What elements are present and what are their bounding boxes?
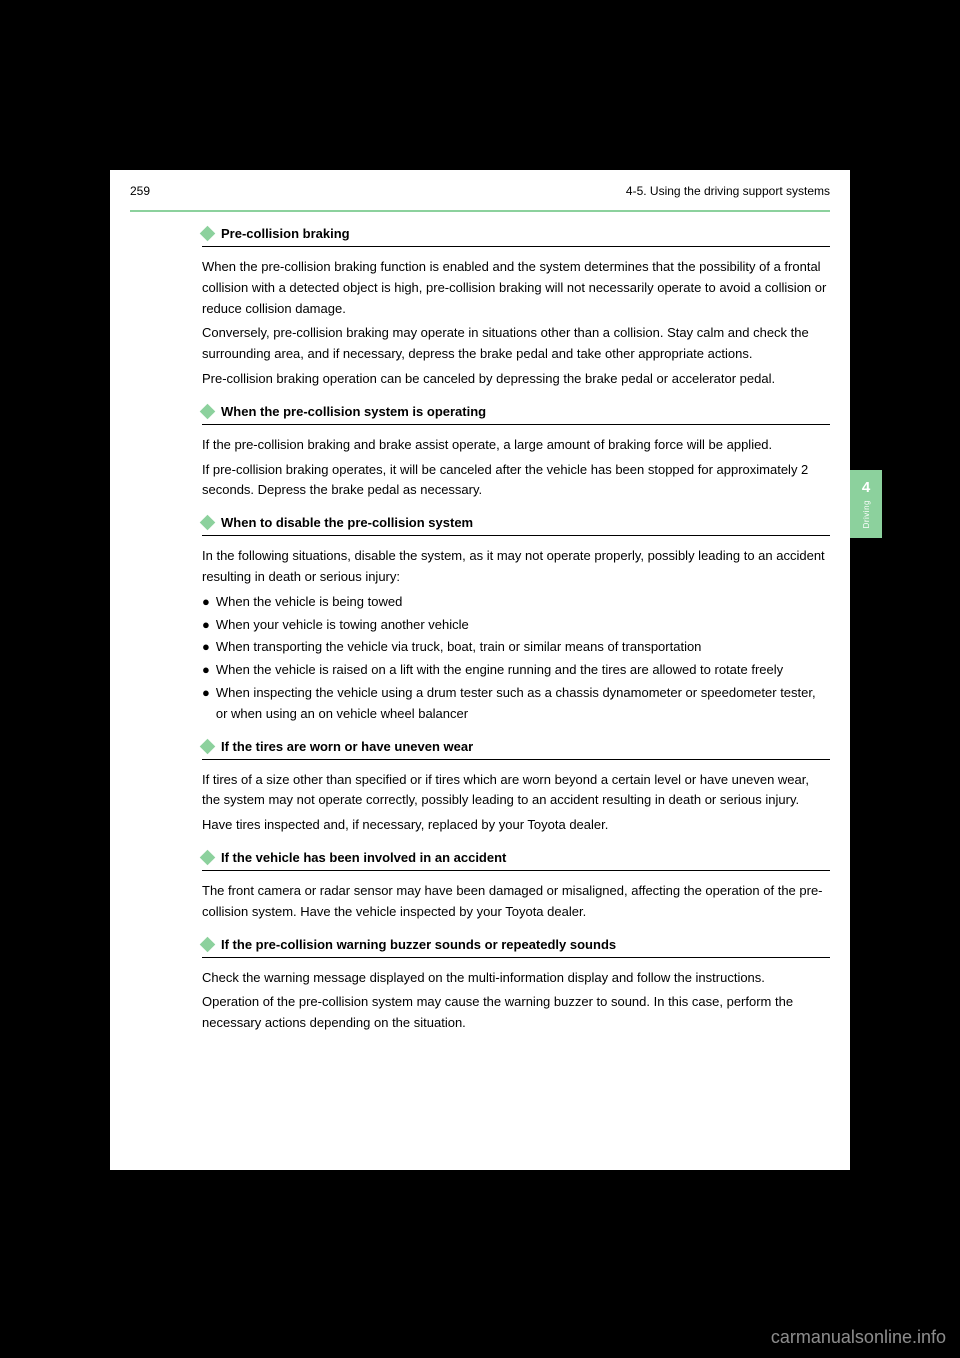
- section-body: If the pre-collision braking and brake a…: [202, 435, 830, 501]
- section-title: If the vehicle has been involved in an a…: [221, 850, 506, 865]
- section-heading: When to disable the pre-collision system: [202, 515, 830, 536]
- section: If the tires are worn or have uneven wea…: [130, 739, 830, 836]
- section-title: If the pre-collision warning buzzer soun…: [221, 937, 616, 952]
- watermark: carmanualsonline.info: [771, 1327, 946, 1348]
- paragraph: If the pre-collision braking and brake a…: [202, 435, 830, 456]
- paragraph: Have tires inspected and, if necessary, …: [202, 815, 830, 836]
- section-body: In the following situations, disable the…: [202, 546, 830, 724]
- section-body: Check the warning message displayed on t…: [202, 968, 830, 1034]
- section-heading: If the pre-collision warning buzzer soun…: [202, 937, 830, 958]
- page-header: 259 4-5. Using the driving support syste…: [130, 170, 830, 212]
- bullet-text: When inspecting the vehicle using a drum…: [216, 683, 830, 725]
- section-heading: If the tires are worn or have uneven wea…: [202, 739, 830, 760]
- paragraph: When the pre-collision braking function …: [202, 257, 830, 319]
- paragraph: If tires of a size other than specified …: [202, 770, 830, 812]
- paragraph: Pre-collision braking operation can be c…: [202, 369, 830, 390]
- paragraph: Operation of the pre-collision system ma…: [202, 992, 830, 1034]
- bullet-item: ●When inspecting the vehicle using a dru…: [202, 683, 830, 725]
- section-body: When the pre-collision braking function …: [202, 257, 830, 390]
- bullet-text: When the vehicle is being towed: [216, 592, 402, 613]
- diamond-icon: [200, 404, 216, 420]
- bullet-item: ● When the vehicle is raised on a lift wi…: [202, 660, 830, 681]
- diamond-icon: [200, 226, 216, 242]
- paragraph: The front camera or radar sensor may hav…: [202, 881, 830, 923]
- bullet-icon: ●: [202, 660, 210, 681]
- breadcrumb: 4-5. Using the driving support systems: [626, 184, 830, 198]
- bullet-text: When the vehicle is raised on a lift wit…: [216, 660, 783, 681]
- paragraph: Check the warning message displayed on t…: [202, 968, 830, 989]
- section-body: If tires of a size other than specified …: [202, 770, 830, 836]
- paragraph: Conversely, pre-collision braking may op…: [202, 323, 830, 365]
- bullet-text: When your vehicle is towing another vehi…: [216, 615, 469, 636]
- bullet-icon: ●: [202, 637, 210, 658]
- section-title: Pre-collision braking: [221, 226, 350, 241]
- bullet-icon: ●: [202, 615, 210, 636]
- paragraph: If pre-collision braking operates, it wi…: [202, 460, 830, 502]
- tab-number: 4: [862, 479, 870, 496]
- bullet-item: ● When transporting the vehicle via truck…: [202, 637, 830, 658]
- diamond-icon: [200, 850, 216, 866]
- paragraph: In the following situations, disable the…: [202, 546, 830, 588]
- section: When to disable the pre-collision system…: [130, 515, 830, 724]
- section: If the pre-collision warning buzzer soun…: [130, 937, 830, 1034]
- page-content: Pre-collision braking When the pre-colli…: [110, 226, 850, 1034]
- section: Pre-collision braking When the pre-colli…: [130, 226, 830, 390]
- page-number: 259: [130, 184, 150, 198]
- tab-label: Driving: [862, 500, 871, 528]
- bullet-item: ● When the vehicle is being towed: [202, 592, 830, 613]
- bullet-text: When transporting the vehicle via truck,…: [216, 637, 702, 658]
- section-title: When the pre-collision system is operati…: [221, 404, 486, 419]
- section-tab: 4 Driving: [850, 470, 882, 538]
- bullet-icon: ●: [202, 592, 210, 613]
- section-title: When to disable the pre-collision system: [221, 515, 473, 530]
- manual-page: 259 4-5. Using the driving support syste…: [110, 170, 850, 1170]
- bullet-item: ● When your vehicle is towing another veh…: [202, 615, 830, 636]
- section-body: The front camera or radar sensor may hav…: [202, 881, 830, 923]
- section-heading: If the vehicle has been involved in an a…: [202, 850, 830, 871]
- diamond-icon: [200, 936, 216, 952]
- section: If the vehicle has been involved in an a…: [130, 850, 830, 923]
- section-heading: When the pre-collision system is operati…: [202, 404, 830, 425]
- section-heading: Pre-collision braking: [202, 226, 830, 247]
- diamond-icon: [200, 738, 216, 754]
- bullet-icon: ●: [202, 683, 210, 725]
- section: When the pre-collision system is operati…: [130, 404, 830, 501]
- diamond-icon: [200, 515, 216, 531]
- section-title: If the tires are worn or have uneven wea…: [221, 739, 473, 754]
